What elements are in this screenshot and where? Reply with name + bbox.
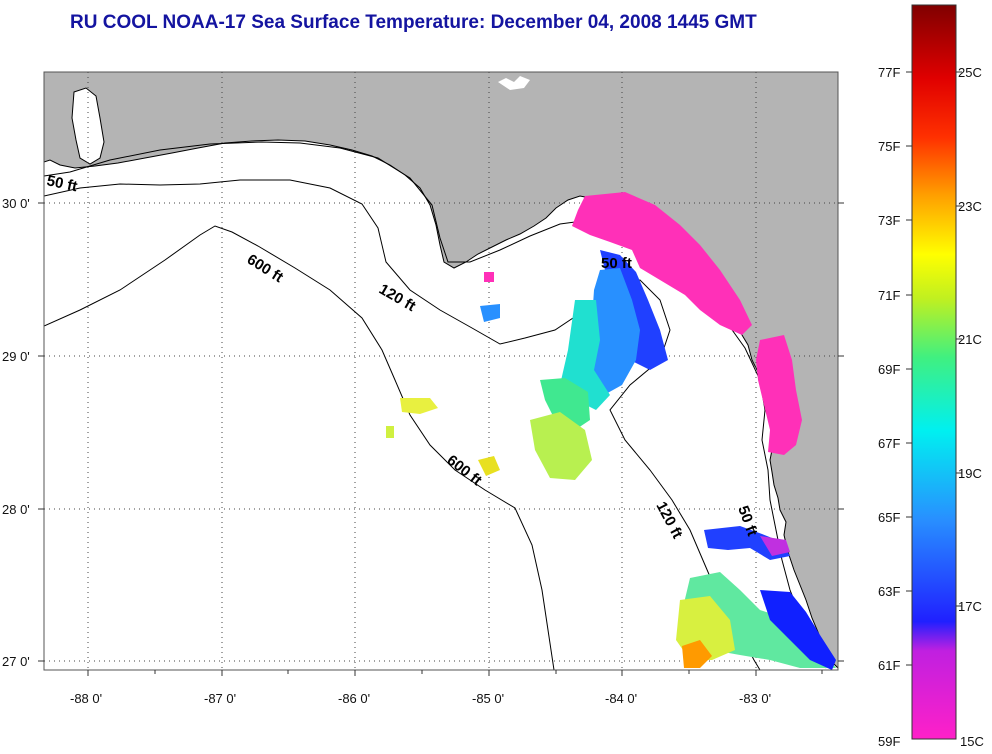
colorbar-f-label: 75F	[878, 139, 900, 154]
map-title: RU COOL NOAA-17 Sea Surface Temperature:…	[70, 12, 757, 33]
lon-label: -87 0'	[204, 691, 236, 706]
lon-label: -88 0'	[70, 691, 102, 706]
colorbar-f-label: 59F	[878, 734, 900, 749]
contour-120ft	[44, 179, 761, 670]
axis-ticks	[38, 202, 844, 676]
colorbar-f-label: 63F	[878, 584, 900, 599]
contour-label-50ft-west: 50 ft	[45, 172, 79, 195]
colorbar-c-label: 23C	[958, 199, 982, 214]
lat-label: 30 0'	[2, 196, 30, 211]
lat-label: 28 0'	[2, 502, 30, 517]
colorbar-f-label: 69F	[878, 362, 900, 377]
mobile-bay	[71, 87, 105, 165]
colorbar-f-label: 61F	[878, 658, 900, 673]
colorbar-f-label: 65F	[878, 510, 900, 525]
colorbar-f-label: 67F	[878, 436, 900, 451]
colorbar-c-label: 19C	[958, 466, 982, 481]
colorbar-c-label: 21C	[958, 332, 982, 347]
lon-label: -86 0'	[338, 691, 370, 706]
colorbar-c-label: 17C	[958, 599, 982, 614]
lon-label: -83 0'	[739, 691, 771, 706]
colorbar-c-label: 25C	[958, 65, 982, 80]
colorbar	[911, 4, 957, 740]
colorbar-f-label: 77F	[878, 65, 900, 80]
contour-label-50ft-bigbend: 50 ft	[601, 255, 632, 272]
colorbar-ticks	[906, 71, 962, 666]
lat-label: 27 0'	[2, 654, 30, 669]
lat-label: 29 0'	[2, 349, 30, 364]
sst-patches	[386, 192, 836, 670]
lake-shapes	[498, 76, 530, 90]
colorbar-f-label: 71F	[878, 288, 900, 303]
contour-600ft	[44, 225, 555, 670]
map-frame	[43, 71, 839, 671]
lon-label: -85 0'	[472, 691, 504, 706]
colorbar-c-label: 15C	[960, 734, 984, 749]
lon-label: -84 0'	[605, 691, 637, 706]
colorbar-f-label: 73F	[878, 213, 900, 228]
